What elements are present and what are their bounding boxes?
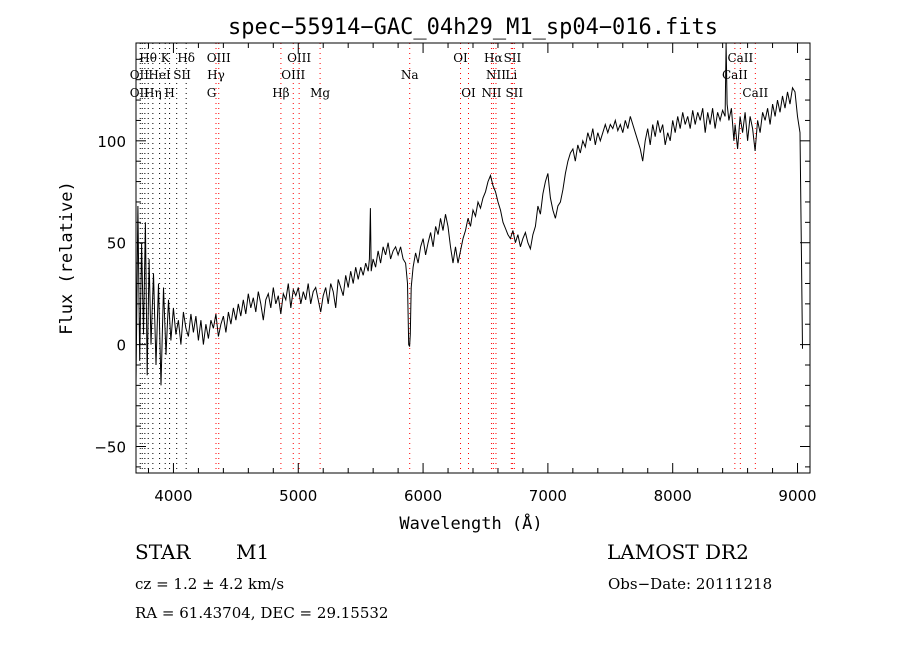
line-label: OIII [281, 68, 305, 82]
coordinates: RA = 61.43704, DEC = 29.15532 [135, 604, 389, 622]
line-label: SII [173, 68, 191, 82]
line-label: H [164, 86, 174, 100]
x-tick-label: 7000 [529, 487, 567, 505]
line-label: G [207, 86, 217, 100]
x-tick-label: 9000 [778, 487, 816, 505]
y-tick-label: 50 [107, 235, 126, 253]
line-label: Na [401, 68, 419, 82]
x-tick-label: 4000 [154, 487, 192, 505]
axes: 4000 5000 6000 7000 8000 9000 −50 0 50 100 [94, 42, 817, 505]
x-tick-label: 5000 [279, 487, 317, 505]
line-label: Hδ [177, 51, 195, 65]
redshift-cz: cz = 1.2 ± 4.2 km/s [135, 575, 285, 593]
object-subclass: M1 [236, 540, 270, 564]
y-tick-label: 100 [97, 133, 126, 151]
chart-title: spec−55914−GAC_04h29_M1_sp04−016.fits [228, 15, 718, 40]
x-tick-label: 6000 [404, 487, 442, 505]
observation-date: Obs−Date: 20111218 [608, 575, 773, 593]
x-tick-label: 8000 [654, 487, 692, 505]
survey-name: LAMOST DR2 [607, 540, 749, 564]
line-label: NII [481, 86, 501, 100]
line-label: Hα [484, 51, 503, 65]
y-tick-label: −50 [94, 439, 126, 457]
object-type: STAR [135, 540, 191, 564]
line-label: OII [130, 68, 150, 82]
line-label: HeI [148, 68, 171, 82]
line-label: OI [461, 86, 476, 100]
line-label: SII [505, 86, 523, 100]
y-axis-label: Flux (relative) [57, 181, 77, 335]
line-label: Li [505, 68, 517, 82]
line-label: OIII [207, 51, 231, 65]
line-label: Hγ [207, 68, 225, 82]
line-label: Hβ [272, 86, 289, 100]
line-label: CaII [727, 51, 753, 65]
line-label: CaII [742, 86, 768, 100]
line-markers [139, 43, 756, 473]
plot-frame [135, 42, 811, 474]
line-label: SII [504, 51, 522, 65]
y-tick-label: 0 [116, 337, 126, 355]
line-label: CaII [722, 68, 748, 82]
line-label: Mg [310, 86, 330, 100]
line-label: NII [486, 68, 506, 82]
spectrum-line [135, 42, 803, 386]
x-axis-label: Wavelength (Å) [399, 512, 542, 534]
line-label: K [161, 51, 171, 65]
plot-area [135, 42, 803, 386]
line-label: OI [453, 51, 468, 65]
line-label: OII [130, 86, 150, 100]
line-label: Hθ [139, 51, 157, 65]
line-label: OIII [287, 51, 311, 65]
line-label: Hη [144, 86, 162, 100]
